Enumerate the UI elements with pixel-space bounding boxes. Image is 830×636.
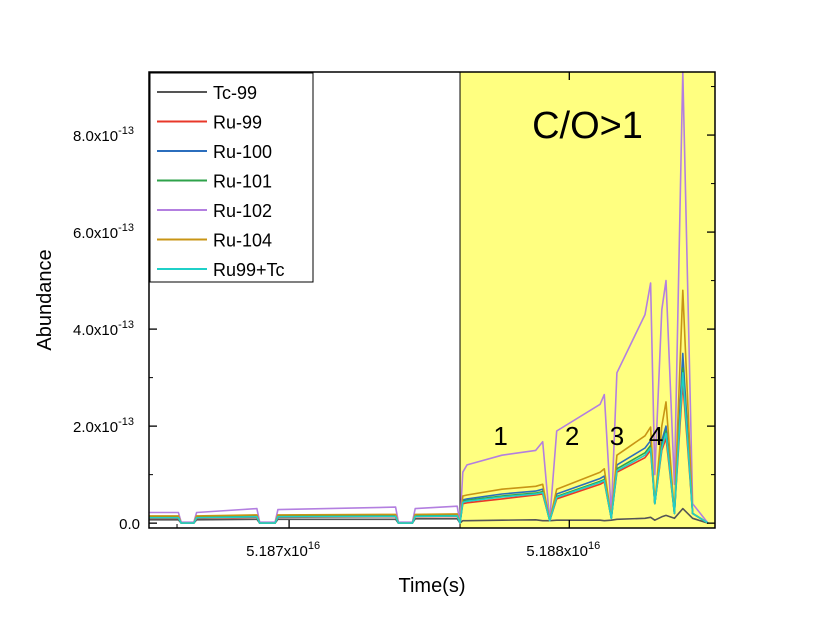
legend-label: Ru-100 xyxy=(213,142,272,162)
x-tick-label: 5.187x1016 xyxy=(246,540,320,560)
y-tick-label: 0.0 xyxy=(119,516,140,533)
legend-label: Ru99+Tc xyxy=(213,260,285,280)
x-tick-label: 5.188x1016 xyxy=(526,540,600,560)
legend-label: Ru-102 xyxy=(213,201,272,221)
y-tick-label: 4.0x10-13 xyxy=(73,319,134,339)
series-line-ru99-tc xyxy=(149,371,709,524)
y-tick-label: 8.0x10-13 xyxy=(73,125,134,145)
legend-label: Ru-101 xyxy=(213,172,272,192)
legend: Tc-99 Ru-99 Ru-100 Ru-101 Ru-102 Ru-104 Ru99+T… xyxy=(149,72,314,283)
plot-frame xyxy=(148,71,716,529)
legend-label: Ru-99 xyxy=(213,113,262,133)
legend-label: Tc-99 xyxy=(213,83,257,103)
x-axis-title: Time(s) xyxy=(398,575,465,597)
annotation-label: 4 xyxy=(649,421,663,451)
annotation-label: 2 xyxy=(565,421,579,451)
legend-label: Ru-104 xyxy=(213,231,272,251)
series-line-ru-102 xyxy=(149,71,709,524)
y-tick-label: 2.0x10-13 xyxy=(73,416,134,436)
region-label: C/O>1 xyxy=(532,105,643,147)
annotation-label: 3 xyxy=(610,421,624,451)
series-layer xyxy=(149,71,709,524)
y-tick-label: 6.0x10-13 xyxy=(73,222,134,242)
y-axis-title: Abundance xyxy=(34,249,56,350)
annotation-label: 1 xyxy=(493,421,507,451)
legend-box xyxy=(149,72,314,283)
axis-layer: 5.187x1016 5.188x1016 0.0 2.0x10-13 4.0x10-1… xyxy=(73,72,715,560)
